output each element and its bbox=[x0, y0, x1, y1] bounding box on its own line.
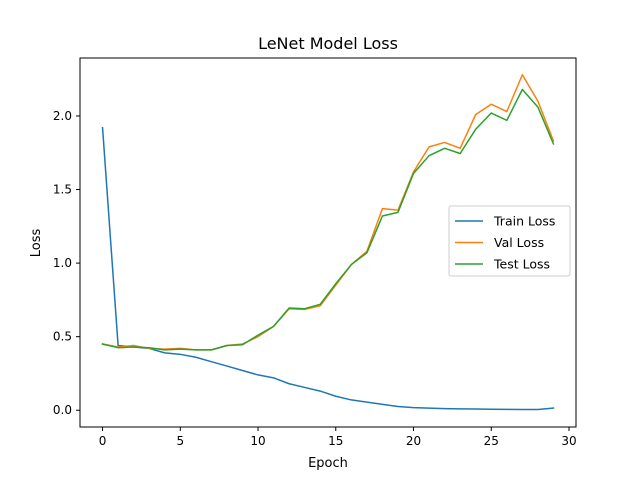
legend-label: Test Loss bbox=[493, 257, 550, 272]
x-tick-label: 20 bbox=[406, 434, 421, 448]
x-axis-label: Epoch bbox=[308, 456, 348, 471]
y-axis-label: Loss bbox=[29, 229, 44, 258]
legend: Train Loss Val Loss Test Loss bbox=[448, 205, 571, 277]
y-tick-label: 0.5 bbox=[53, 330, 72, 344]
y-tick-label: 1.0 bbox=[53, 256, 72, 270]
x-tick-label: 5 bbox=[176, 434, 184, 448]
x-axis-ticks: 0 5 10 15 20 25 30 bbox=[99, 427, 577, 448]
legend-label: Train Loss bbox=[493, 214, 555, 229]
series-line-test-loss bbox=[101, 88, 555, 351]
y-tick-label: 0.0 bbox=[53, 403, 72, 417]
x-tick-label: 10 bbox=[250, 434, 265, 448]
plot-frame bbox=[79, 57, 577, 428]
chart-title: LeNet Model Loss bbox=[258, 34, 398, 53]
series-line-train-loss bbox=[101, 126, 555, 411]
x-tick-label: 25 bbox=[484, 434, 499, 448]
x-tick-label: 0 bbox=[99, 434, 107, 448]
x-tick-label: 30 bbox=[561, 434, 576, 448]
y-tick-label: 2.0 bbox=[53, 109, 72, 123]
plot-lines bbox=[101, 74, 555, 411]
y-tick-label: 1.5 bbox=[53, 183, 72, 197]
x-tick-label: 15 bbox=[328, 434, 343, 448]
legend-box bbox=[448, 205, 571, 277]
y-axis-ticks: 0.0 0.5 1.0 1.5 2.0 bbox=[53, 109, 80, 417]
legend-label: Val Loss bbox=[494, 235, 544, 250]
